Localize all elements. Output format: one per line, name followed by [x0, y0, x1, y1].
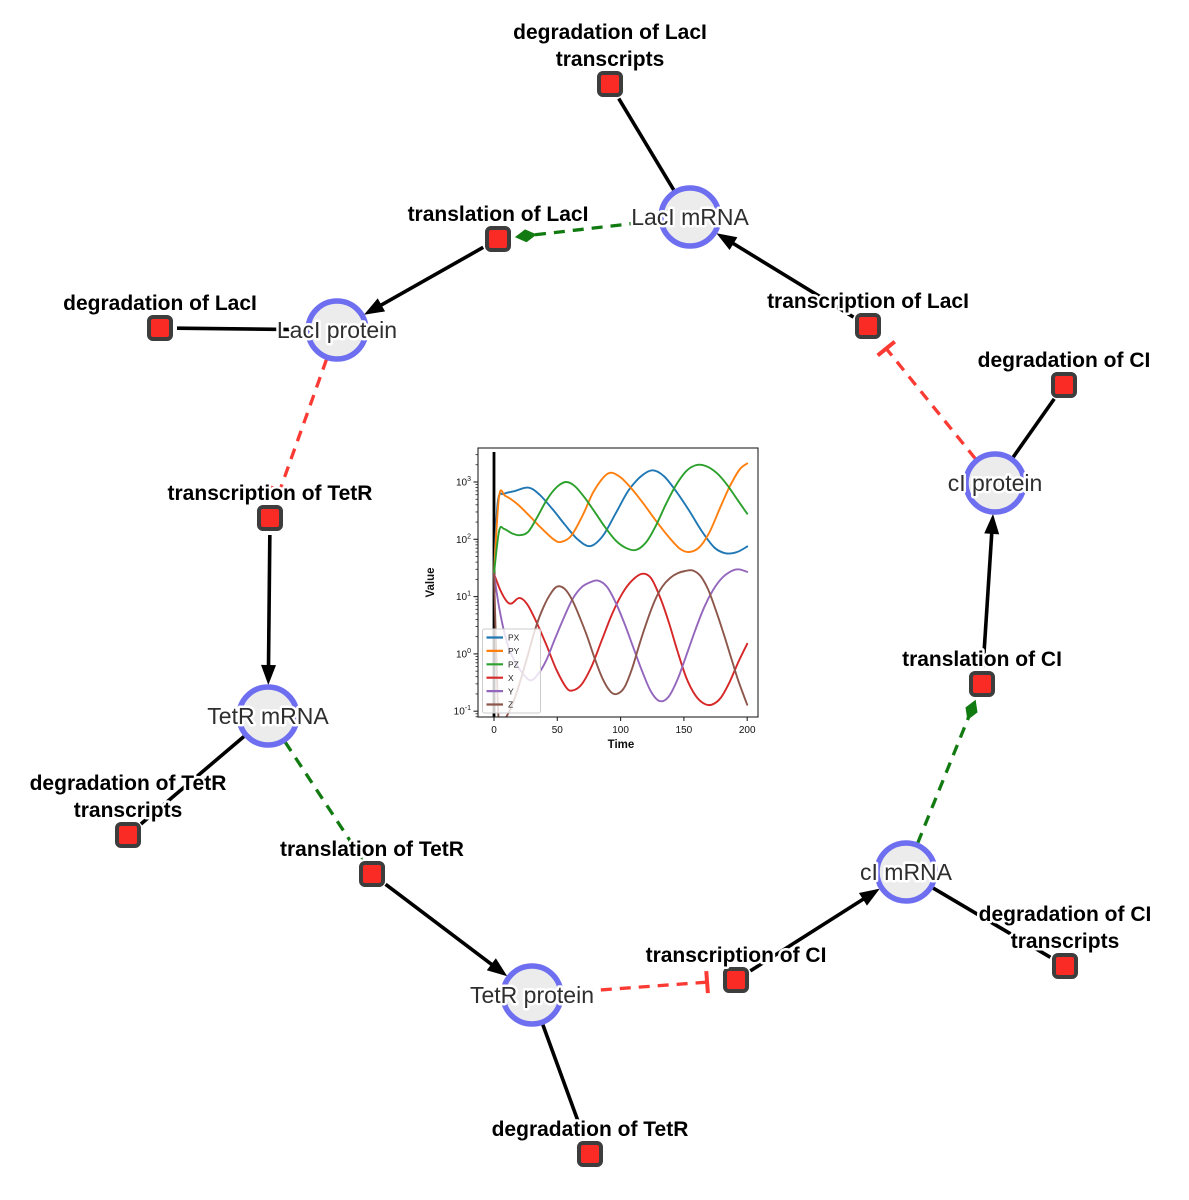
labels-layer: LacI mRNA LacI protein TetR mRNA TetR prote… [27, 19, 1154, 1144]
edges-layer [139, 97, 1056, 1139]
reaction-label-degradation-of-tetr-transcripts-line2: transcripts [74, 799, 183, 822]
edge-stimulation-cI_mRNA-transl_cI-arrowhead [965, 699, 978, 721]
reaction-label-degradation-of-tetr: degradation of TetR [492, 1118, 689, 1141]
chart-series-PZ [493, 463, 749, 575]
edge-production-transl_tetR-tetR_protein [384, 882, 498, 970]
species-node-tetr-mrna [236, 684, 300, 748]
y-tick-label: 102 [456, 533, 471, 546]
species-label-tetr-protein: TetR protein [470, 982, 594, 1008]
legend-label-PZ: PZ [508, 660, 519, 670]
y-tick-label: 103 [456, 476, 471, 489]
reaction-node-degradation-of-tetr-transcripts [115, 822, 141, 848]
reaction-label-translation-of-laci: translation of LacI [408, 203, 589, 226]
reaction-label-transcription-of-laci: transcription of LacI [767, 290, 969, 313]
edge-production-transl_cI-cI_protein [981, 527, 994, 668]
legend-label-Y: Y [508, 686, 514, 696]
reaction-node-translation-of-tetr [359, 861, 385, 887]
edge-production-txn_lacI-lacI_mRNA [727, 238, 855, 319]
legend-label-PY: PY [508, 646, 520, 656]
edge-inhibition-cI_protein-txn_lacI-tee-head [876, 340, 897, 358]
edge-production-transl_cI-cI_protein-arrowhead [984, 513, 1000, 535]
legend-label-PX: PX [508, 633, 520, 643]
edge-production-txn_tetR-tetR_mRNA-arrowhead [261, 664, 277, 686]
x-axis-label: Time [608, 739, 635, 751]
reaction-label-translation-of-ci: translation of CI [902, 648, 1062, 671]
y-tick-label: 101 [456, 591, 471, 604]
edge-production-transl_tetR-tetR_protein-arrowhead [486, 958, 508, 977]
species-label-ci-protein: cI protein [948, 470, 1043, 496]
reaction-label-degradation-of-ci-transcripts-line2: transcripts [1011, 930, 1120, 953]
species-node-tetr-protein [500, 963, 564, 1027]
reaction-label-degradation-of-ci-transcripts: degradation of CI [979, 903, 1152, 926]
edge-stimulation-lacI_mRNA-transl_lacI-arrowhead [514, 229, 537, 243]
edge-stimulation-cI_mRNA-transl_cI [916, 715, 971, 844]
species-label-ci-mrna: cI mRNA [860, 859, 953, 885]
x-tick-label: 100 [612, 725, 629, 736]
reaction-label-transcription-of-tetr: transcription of TetR [168, 482, 373, 505]
species-node-laci-mrna [658, 185, 722, 249]
reaction-label-degradation-of-ci: degradation of CI [978, 349, 1151, 372]
edge-production-txn_cI-cI_mRNA-arrowhead [858, 888, 880, 906]
edge-consumption-lacI_mRNA-deg_lacI_tx [617, 97, 676, 192]
edge-stimulation-tetR_mRNA-transl_tetR-arrowhead [350, 841, 363, 860]
species-node-ci-mrna [874, 840, 938, 904]
reaction-node-translation-of-ci [969, 671, 995, 697]
reaction-node-transcription-of-tetr [257, 505, 283, 531]
edge-inhibition-lacI_protein-txn_tetR-tee-head [268, 485, 291, 497]
edge-consumption-lacI_protein-deg_lacI [176, 326, 307, 332]
edge-inhibition-tetR_protein-txn_cI [562, 980, 708, 995]
edge-production-txn_cI-cI_mRNA [749, 894, 869, 973]
species-node-laci-protein [305, 298, 369, 362]
edge-inhibition-cI_protein-txn_lacI [884, 347, 977, 460]
edge-consumption-tetR_protein-deg_tetR [540, 1023, 586, 1139]
reaction-label-transcription-of-ci: transcription of CI [646, 944, 827, 967]
edge-stimulation-lacI_mRNA-transl_lacI [532, 218, 660, 237]
edge-consumption-cI_protein-deg_cI [1011, 397, 1056, 459]
inset-chart: 0 50 100 150 200 10-1 100 101 102 103 Time Value PX P… [415, 425, 815, 775]
edge-production-txn_tetR-tetR_mRNA [266, 534, 272, 672]
edge-production-txn_lacI-lacI_mRNA-arrowhead [716, 233, 738, 251]
edge-production-transl_lacI-lacI_protein [375, 245, 485, 310]
edge-production-transl_lacI-lacI_protein-arrowhead [363, 298, 386, 315]
species-label-laci-protein: LacI protein [277, 317, 397, 343]
x-tick-label: 200 [739, 725, 756, 736]
y-axis-label: Value [425, 567, 437, 597]
reaction-label-degradation-of-laci-transcripts: degradation of LacI [513, 21, 707, 44]
chart-series-PY [493, 462, 749, 575]
x-tick-label: 150 [676, 725, 693, 736]
y-tick-label: 100 [456, 648, 471, 661]
reaction-node-translation-of-laci [485, 226, 511, 252]
nodes-layer [115, 71, 1078, 1167]
legend-label-Z: Z [508, 700, 513, 710]
reaction-label-degradation-of-laci: degradation of LacI [63, 292, 257, 315]
y-tick-label: 10-1 [454, 705, 471, 718]
reaction-node-degradation-of-ci-transcripts [1052, 953, 1078, 979]
reaction-node-degradation-of-laci-transcripts [597, 71, 623, 97]
reaction-label-translation-of-tetr: translation of TetR [280, 838, 464, 861]
reaction-node-transcription-of-ci [723, 967, 749, 993]
x-tick-label: 50 [552, 725, 564, 736]
reaction-node-degradation-of-laci [147, 315, 173, 341]
reaction-label-degradation-of-tetr-transcripts: degradation of TetR [30, 772, 227, 795]
chart-series-PX [493, 469, 749, 575]
species-node-ci-protein [963, 451, 1027, 515]
edge-inhibition-lacI_protein-txn_tetR [278, 358, 329, 492]
edge-stimulation-tetR_mRNA-transl_tetR [283, 740, 355, 846]
x-tick-label: 0 [491, 725, 497, 736]
legend-label-X: X [508, 673, 514, 683]
edge-consumption-cI_mRNA-deg_cI_tx [931, 886, 1052, 959]
edge-inhibition-tetR_protein-txn_cI-tee-head [704, 971, 710, 994]
species-label-tetr-mrna: TetR mRNA [207, 703, 329, 729]
species-label-laci-mrna: LacI mRNA [631, 204, 749, 230]
plot-box [477, 447, 759, 718]
edge-consumption-tetR_mRNA-deg_tetR_tx [139, 734, 246, 826]
reaction-label-degradation-of-laci-transcripts-line2: transcripts [556, 48, 665, 71]
reaction-node-transcription-of-laci [855, 313, 881, 339]
reaction-node-degradation-of-ci [1051, 372, 1077, 398]
reaction-node-degradation-of-tetr [577, 1141, 603, 1167]
